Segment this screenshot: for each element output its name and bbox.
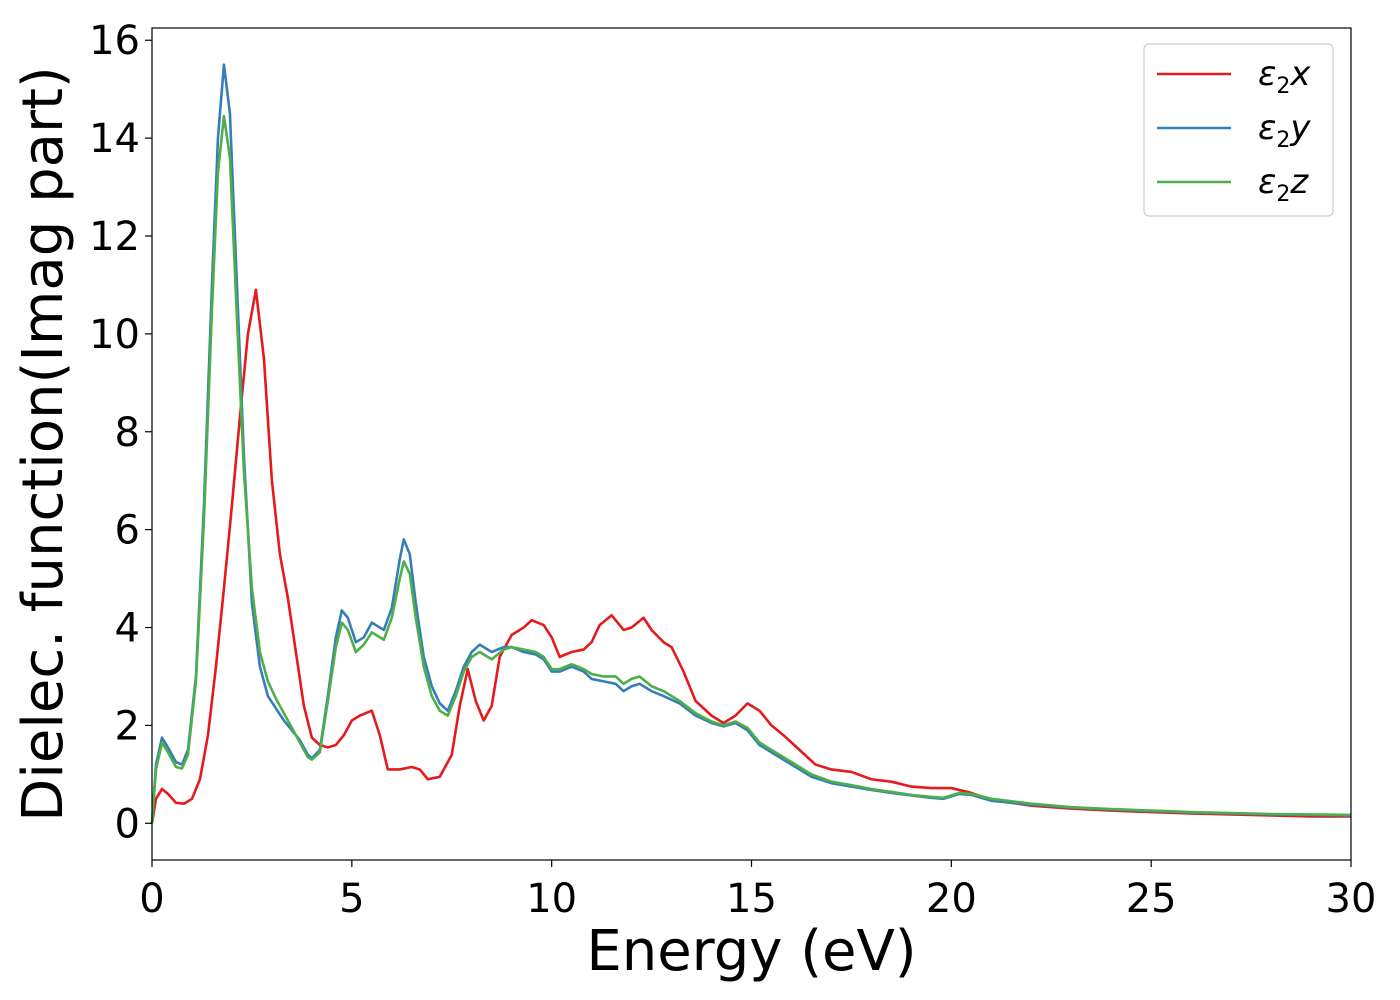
y-tick-label: 4 xyxy=(115,606,140,652)
x-tick-label: 5 xyxy=(339,876,364,922)
series-line-x xyxy=(150,288,1351,824)
y-axis-ticks: 0 2 4 6 8 10 12 14 16 xyxy=(89,18,152,847)
x-tick-label: 10 xyxy=(526,876,577,922)
legend-box xyxy=(1143,43,1334,217)
y-tick-label: 8 xyxy=(115,410,140,456)
y-tick-label: 12 xyxy=(89,214,140,260)
legend-label-x: ε2x xyxy=(1258,54,1311,99)
legend: ε2x ε2y ε2z xyxy=(1143,43,1334,217)
x-tick-label: 15 xyxy=(726,876,777,922)
series-layer xyxy=(150,63,1352,824)
y-tick-label: 0 xyxy=(115,801,140,847)
x-tick-label: 30 xyxy=(1326,876,1377,922)
x-tick-label: 20 xyxy=(926,876,977,922)
y-tick-label: 16 xyxy=(89,18,140,64)
x-tick-label: 0 xyxy=(139,876,164,922)
y-tick-label: 6 xyxy=(115,508,140,554)
legend-label-y: ε2y xyxy=(1258,108,1311,153)
legend-label-z: ε2z xyxy=(1258,162,1309,207)
y-tick-label: 14 xyxy=(89,116,140,162)
x-axis-ticks: 0 5 10 15 20 25 30 xyxy=(139,860,1376,922)
y-axis-label: Dielec. function(Imag part) xyxy=(11,66,76,822)
y-tick-label: 2 xyxy=(115,703,140,749)
y-tick-label: 10 xyxy=(89,312,140,358)
x-tick-label: 25 xyxy=(1126,876,1177,922)
series-line-z xyxy=(150,114,1352,824)
x-axis-label: Energy (eV) xyxy=(586,919,916,984)
